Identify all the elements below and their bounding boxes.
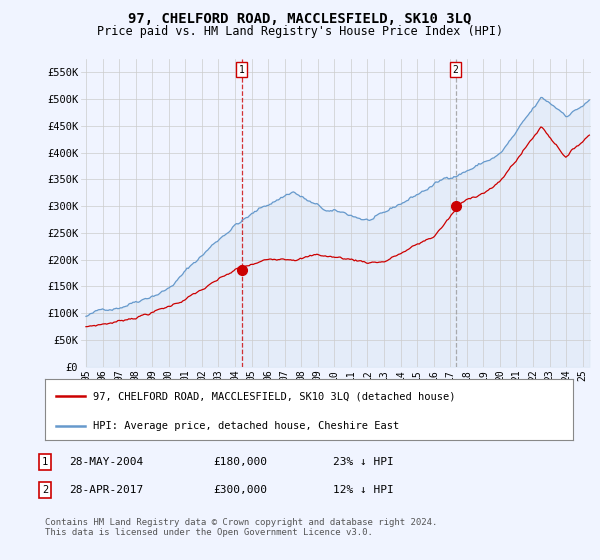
Text: 97, CHELFORD ROAD, MACCLESFIELD, SK10 3LQ (detached house): 97, CHELFORD ROAD, MACCLESFIELD, SK10 3L…: [92, 391, 455, 401]
Text: £180,000: £180,000: [213, 457, 267, 467]
Text: 2: 2: [453, 64, 458, 74]
Text: 28-MAY-2004: 28-MAY-2004: [69, 457, 143, 467]
Text: 12% ↓ HPI: 12% ↓ HPI: [333, 485, 394, 495]
Text: 28-APR-2017: 28-APR-2017: [69, 485, 143, 495]
Text: 2: 2: [42, 485, 48, 495]
Text: 97, CHELFORD ROAD, MACCLESFIELD, SK10 3LQ: 97, CHELFORD ROAD, MACCLESFIELD, SK10 3L…: [128, 12, 472, 26]
Text: Price paid vs. HM Land Registry's House Price Index (HPI): Price paid vs. HM Land Registry's House …: [97, 25, 503, 38]
Text: Contains HM Land Registry data © Crown copyright and database right 2024.
This d: Contains HM Land Registry data © Crown c…: [45, 518, 437, 538]
Text: £300,000: £300,000: [213, 485, 267, 495]
Text: 23% ↓ HPI: 23% ↓ HPI: [333, 457, 394, 467]
Text: 1: 1: [239, 64, 245, 74]
Text: 1: 1: [42, 457, 48, 467]
Text: HPI: Average price, detached house, Cheshire East: HPI: Average price, detached house, Ches…: [92, 421, 399, 431]
